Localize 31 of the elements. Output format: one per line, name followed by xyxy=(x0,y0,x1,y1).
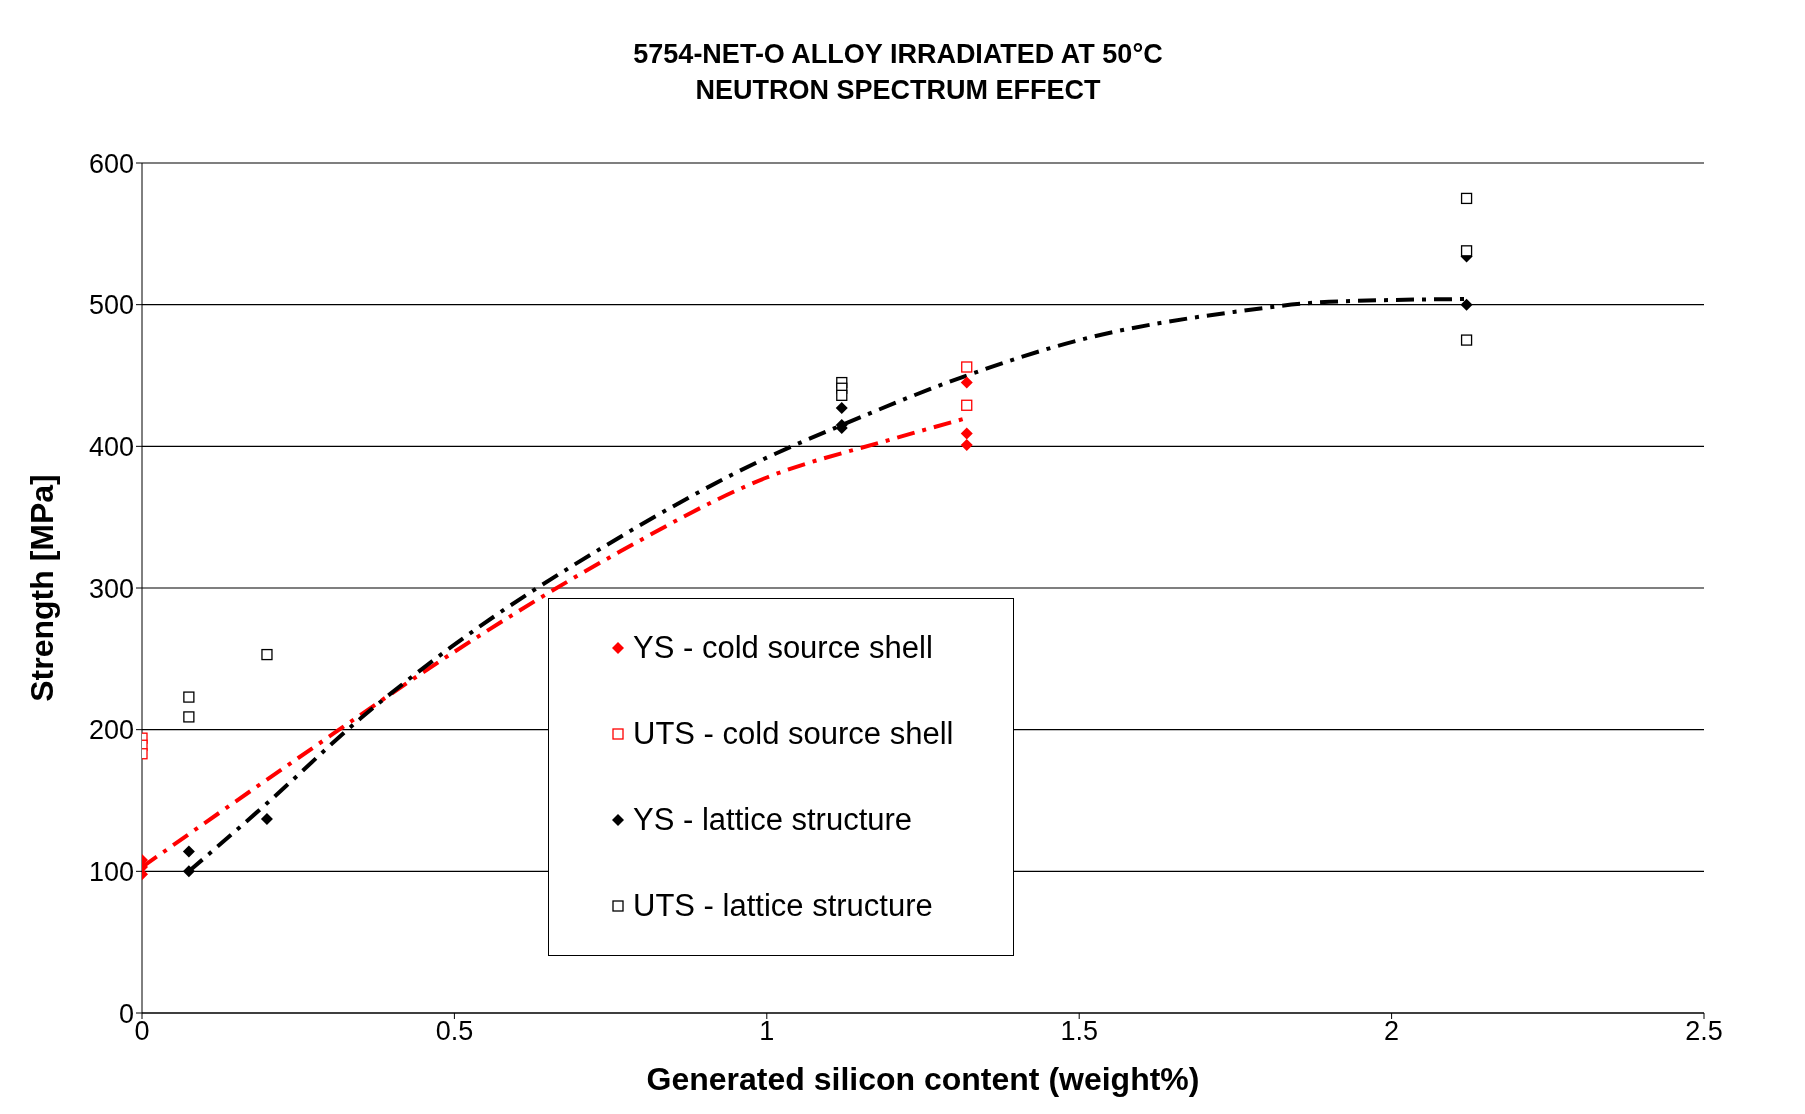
point xyxy=(1460,334,1473,346)
y-tick-label: 500 xyxy=(88,290,134,321)
legend-label: UTS - lattice structure xyxy=(633,888,933,924)
point xyxy=(182,865,195,878)
y-tick-label: 100 xyxy=(88,856,134,887)
y-axis-title: Strength [MPa] xyxy=(24,474,61,702)
point xyxy=(182,845,195,858)
legend-label: UTS - cold source shell xyxy=(633,716,954,752)
x-axis-title: Generated silicon content (weight%) xyxy=(646,1061,1200,1097)
y-tick-label: 600 xyxy=(88,148,134,179)
x-tick-label: 2.5 xyxy=(1685,1016,1723,1047)
point xyxy=(1460,245,1473,257)
x-tick-label: 1.5 xyxy=(1060,1016,1098,1047)
x-tick-label: 2 xyxy=(1384,1016,1400,1047)
y-tick-label: 300 xyxy=(88,573,134,604)
x-tick-label: 1 xyxy=(759,1016,775,1047)
chart-subtitle: NEUTRON SPECTRUM EFFECT xyxy=(694,74,1102,107)
x-tick-label: 0.5 xyxy=(435,1016,474,1047)
point xyxy=(836,389,848,401)
point xyxy=(261,648,273,661)
y-tick-label: 400 xyxy=(88,431,134,462)
point xyxy=(1460,192,1473,205)
point xyxy=(183,691,195,703)
legend-label: YS - lattice structure xyxy=(633,802,913,838)
y-tick-label: 200 xyxy=(88,715,134,746)
point xyxy=(260,812,273,825)
point xyxy=(1460,298,1473,311)
point xyxy=(183,711,195,723)
point xyxy=(835,402,848,415)
chart-title: 5754-NET-O ALLOY IRRADIATED AT 50°C xyxy=(632,38,1164,71)
legend-label: YS - cold source shell xyxy=(633,630,933,666)
